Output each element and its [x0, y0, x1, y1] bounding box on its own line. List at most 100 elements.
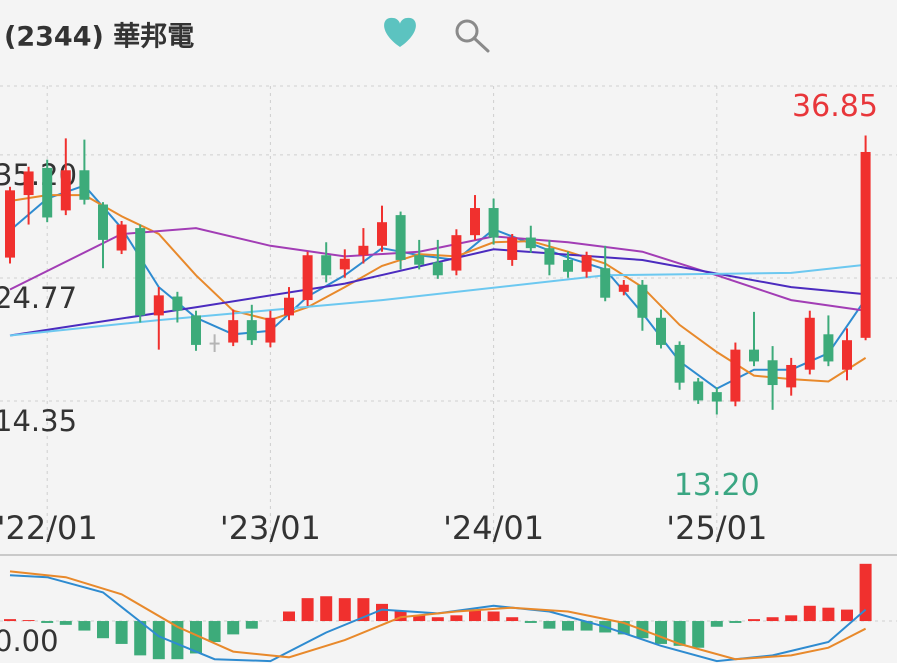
- macd-bar: [115, 621, 128, 644]
- candle-body: [544, 248, 555, 265]
- macd-bar: [134, 621, 147, 656]
- macd-bar: [59, 621, 72, 625]
- macd-bar: [450, 615, 463, 622]
- macd-bar: [822, 607, 835, 622]
- candle-body: [600, 268, 611, 298]
- candle-body: [265, 317, 276, 343]
- x-tick-label: '25/01: [666, 509, 767, 547]
- candle-body: [135, 228, 146, 316]
- candle-body: [674, 344, 685, 383]
- candle-body: [581, 255, 592, 272]
- candle-body: [730, 349, 741, 402]
- macd-bar: [320, 596, 333, 622]
- candle-body: [191, 315, 201, 345]
- candle-body: [5, 190, 15, 258]
- average-line: [9, 248, 866, 337]
- candle-body: [153, 295, 164, 316]
- macd-bar: [22, 620, 35, 622]
- macd-bar: [710, 621, 723, 627]
- candle-body: [451, 235, 462, 271]
- candle-body: [23, 171, 34, 196]
- macd-bar: [766, 617, 779, 622]
- macd-bar: [524, 621, 537, 623]
- macd-bar: [171, 621, 184, 660]
- candle-body: [693, 381, 704, 401]
- macd-bar: [208, 621, 221, 643]
- macd-bar: [785, 615, 798, 622]
- macd-bar: [803, 605, 816, 622]
- y-tick-label: 14.35: [0, 404, 77, 438]
- macd-bar: [245, 621, 258, 629]
- macd-bar: [283, 611, 295, 622]
- candle-body: [637, 284, 648, 318]
- candle-body: [98, 204, 108, 240]
- candle-body: [302, 255, 313, 301]
- candle-body: [488, 208, 499, 238]
- candle-body: [618, 284, 629, 292]
- candle-body: [656, 317, 666, 345]
- candle-body: [414, 255, 425, 265]
- macd-bar: [655, 621, 667, 644]
- candle-body: [842, 340, 852, 370]
- macd-bar: [97, 621, 109, 639]
- macd-bar: [413, 615, 426, 622]
- y-tick-label: 24.77: [0, 281, 77, 315]
- candle-body: [749, 349, 759, 362]
- candle-body: [823, 334, 834, 362]
- macd-bar: [506, 617, 519, 622]
- candle-body: [209, 342, 220, 345]
- search-icon[interactable]: [455, 19, 490, 53]
- macd-bar: [152, 621, 165, 660]
- candle-body: [116, 224, 127, 251]
- average-line: [9, 263, 866, 337]
- candle-body: [172, 296, 183, 311]
- macd-bar: [431, 617, 444, 622]
- candle-body: [358, 245, 369, 256]
- candle-body: [377, 222, 387, 246]
- candle-body: [339, 258, 350, 270]
- macd-bar: [562, 621, 574, 631]
- candle-body: [246, 320, 257, 341]
- macd-bar: [692, 621, 705, 648]
- macd-bar: [487, 611, 500, 622]
- macd-bar: [673, 621, 686, 646]
- macd-bar: [227, 621, 240, 635]
- x-tick-label: '23/01: [220, 509, 321, 547]
- candle-body: [767, 360, 778, 386]
- candle-body: [563, 259, 573, 272]
- candle-body: [711, 392, 722, 402]
- macd-bar: [301, 598, 314, 622]
- macd-bar: [190, 621, 202, 654]
- macd-bar: [748, 619, 760, 622]
- macd-bar: [543, 621, 556, 629]
- candle-body: [395, 215, 406, 260]
- extreme-label: 13.20: [674, 468, 760, 503]
- candle-body: [42, 167, 53, 218]
- macd-bar: [376, 603, 388, 622]
- macd-bar: [41, 621, 54, 623]
- candle-body: [432, 262, 443, 276]
- extreme-label: 36.85: [792, 89, 878, 124]
- macd-bar: [78, 621, 91, 631]
- macd-bar: [469, 609, 481, 622]
- candle-body: [507, 237, 518, 260]
- macd-bar: [841, 609, 853, 622]
- candle-body: [228, 320, 239, 343]
- y-tick-label: 0.00: [0, 624, 59, 658]
- x-tick-label: '22/01: [0, 509, 98, 547]
- candle-body: [321, 255, 332, 276]
- macd-bar: [338, 598, 351, 622]
- macd-bar: [4, 619, 16, 622]
- stock-title: (2344) 華邦電: [4, 22, 194, 53]
- favorite-icon[interactable]: [384, 17, 416, 47]
- x-tick-label: '24/01: [443, 509, 544, 547]
- candle-body: [79, 170, 90, 200]
- macd-bar: [729, 621, 742, 623]
- macd-bar: [580, 621, 593, 631]
- average-line: [9, 570, 867, 661]
- candle-body: [804, 317, 815, 370]
- candle-body: [470, 208, 480, 236]
- candle-body: [786, 364, 797, 388]
